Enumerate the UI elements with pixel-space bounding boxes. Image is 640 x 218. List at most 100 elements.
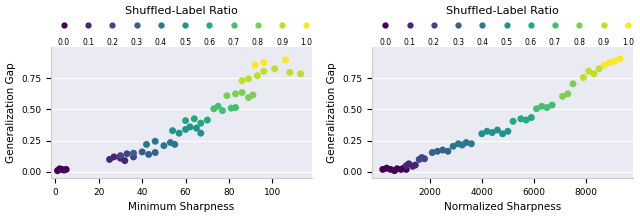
Point	[381, 166, 392, 170]
Point	[61, 168, 71, 171]
Point	[521, 118, 531, 122]
Point	[196, 131, 206, 135]
Point	[170, 143, 180, 146]
Text: 0.0: 0.0	[58, 38, 70, 47]
Point	[536, 105, 547, 108]
Point	[392, 167, 402, 170]
Y-axis label: Generalization Gap: Generalization Gap	[6, 62, 15, 163]
Text: 0.3: 0.3	[131, 38, 143, 47]
Text: 0.0: 0.0	[380, 38, 392, 47]
Point	[189, 117, 200, 121]
Point	[404, 162, 414, 165]
Point	[230, 92, 241, 95]
Text: 0.9: 0.9	[598, 38, 609, 47]
Text: 0.6: 0.6	[204, 38, 216, 47]
Point	[185, 125, 195, 129]
Point	[531, 107, 541, 111]
Point	[280, 58, 291, 62]
Text: 0.3: 0.3	[452, 38, 464, 47]
Point	[615, 57, 625, 61]
Point	[599, 63, 609, 67]
Point	[482, 129, 492, 133]
Point	[129, 152, 139, 155]
Point	[137, 150, 147, 154]
Point	[226, 106, 236, 110]
Point	[542, 106, 552, 109]
Point	[285, 71, 295, 74]
Point	[250, 63, 260, 67]
Point	[526, 116, 536, 119]
X-axis label: Normalized Sharpness: Normalized Sharpness	[444, 203, 561, 213]
Point	[396, 168, 406, 171]
Point	[209, 107, 219, 111]
Point	[243, 96, 253, 99]
Text: 0.7: 0.7	[549, 38, 561, 47]
Point	[168, 129, 178, 132]
Point	[448, 145, 458, 148]
Point	[52, 169, 63, 172]
Point	[378, 168, 388, 171]
Point	[410, 163, 420, 167]
Point	[159, 144, 169, 147]
Point	[389, 169, 399, 172]
Point	[408, 165, 418, 168]
Text: 0.4: 0.4	[476, 38, 488, 47]
Point	[120, 159, 130, 162]
Point	[609, 60, 620, 63]
Point	[417, 156, 427, 159]
Point	[433, 150, 443, 153]
Point	[259, 70, 269, 73]
X-axis label: Minimum Sharpness: Minimum Sharpness	[128, 203, 234, 213]
Point	[248, 93, 258, 97]
Text: 0.1: 0.1	[404, 38, 415, 47]
Text: 0.2: 0.2	[428, 38, 440, 47]
Point	[467, 142, 477, 146]
Point	[59, 168, 69, 172]
Point	[150, 151, 161, 154]
Point	[438, 148, 448, 152]
Point	[213, 105, 223, 108]
Text: 0.7: 0.7	[228, 38, 240, 47]
Point	[385, 168, 396, 171]
Point	[122, 152, 132, 155]
Y-axis label: Generalization Gap: Generalization Gap	[327, 62, 337, 163]
Point	[196, 121, 206, 125]
Point	[414, 158, 424, 161]
Point	[563, 92, 573, 95]
Point	[589, 72, 599, 75]
Point	[141, 143, 152, 146]
Point	[443, 150, 453, 153]
Point	[401, 164, 412, 167]
Text: 0.4: 0.4	[155, 38, 167, 47]
Point	[296, 72, 306, 75]
Point	[150, 140, 161, 143]
Text: 0.2: 0.2	[106, 38, 118, 47]
Point	[104, 158, 115, 161]
Text: 0.8: 0.8	[573, 38, 585, 47]
Point	[427, 151, 437, 154]
Point	[497, 132, 508, 136]
Point	[508, 119, 518, 123]
Point	[221, 94, 232, 97]
Point	[579, 76, 589, 79]
Point	[243, 77, 253, 80]
Text: 0.5: 0.5	[500, 38, 513, 47]
Point	[218, 109, 228, 112]
Title: Shuffled-Label Ratio: Shuffled-Label Ratio	[446, 5, 559, 15]
Point	[399, 166, 409, 170]
Point	[115, 154, 125, 157]
Point	[57, 168, 67, 171]
Text: 0.5: 0.5	[179, 38, 191, 47]
Point	[180, 128, 191, 131]
Point	[516, 117, 526, 121]
Point	[252, 74, 262, 77]
Point	[165, 141, 175, 144]
Point	[129, 155, 139, 159]
Text: 1.0: 1.0	[300, 38, 312, 47]
Point	[54, 167, 65, 170]
Point	[419, 157, 429, 160]
Point	[191, 126, 202, 130]
Point	[557, 95, 568, 98]
Point	[461, 141, 471, 144]
Point	[487, 131, 497, 134]
